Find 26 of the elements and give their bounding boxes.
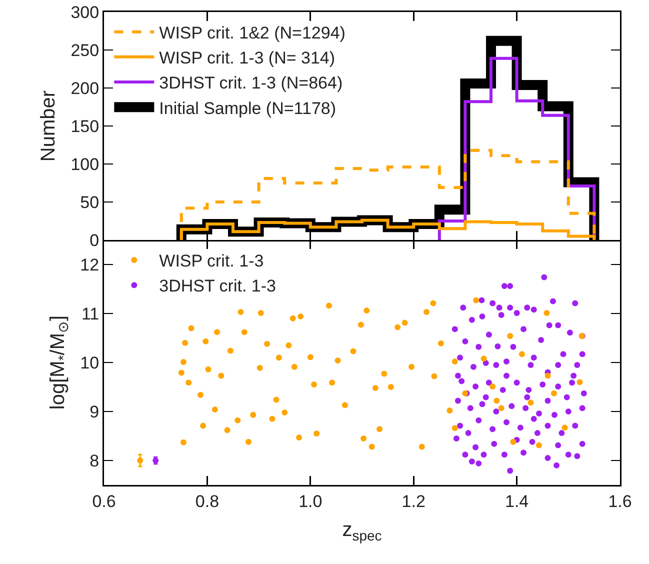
- y-tick-label: 300: [70, 2, 100, 22]
- y-tick-label: 8: [90, 451, 100, 470]
- x-tick-label: 1.0: [298, 492, 322, 511]
- x-tick-label: 0.8: [195, 492, 220, 511]
- x-tick-label: 1.6: [608, 492, 632, 511]
- legend-label: WISP crit. 1-3: [159, 252, 264, 271]
- x-tick-label: 1.2: [402, 492, 426, 511]
- y-tick-label: 12: [80, 255, 100, 274]
- y-tick-label: 150: [70, 116, 100, 136]
- y-tick-label: 100: [70, 154, 100, 174]
- legend-label: WISP crit. 1&2 (N=1294): [159, 23, 346, 42]
- legend-label: Initial Sample (N=1178): [159, 98, 336, 118]
- y-axis-title: Number: [37, 90, 60, 162]
- x-tick-label: 0.6: [92, 492, 116, 511]
- legend-label: 3DHST crit. 1-3: [159, 276, 276, 296]
- y-tick-label: 250: [70, 40, 100, 60]
- y-tick-label: 11: [81, 304, 100, 324]
- y-tick-label: 200: [70, 78, 100, 98]
- legend-label: 3DHST crit. 1-3 (N=864): [159, 74, 343, 93]
- y-tick-label: 10: [80, 353, 100, 372]
- y-tick-label: 0: [90, 230, 100, 250]
- legend-label: WISP crit. 1-3 (N= 314): [159, 48, 336, 68]
- y-tick-label: 9: [90, 402, 100, 422]
- x-tick-label: 1.4: [504, 492, 529, 511]
- y-tick-label: 50: [80, 192, 100, 212]
- x-axis-title: z$_{spec}$: [342, 519, 382, 544]
